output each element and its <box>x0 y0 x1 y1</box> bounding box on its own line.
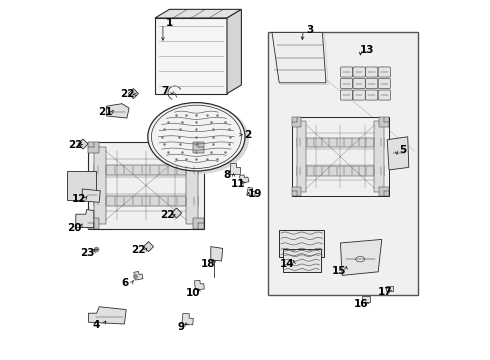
Text: 22: 22 <box>120 89 134 99</box>
FancyBboxPatch shape <box>353 90 365 100</box>
Text: 4: 4 <box>93 320 100 330</box>
Text: 23: 23 <box>80 248 95 258</box>
Bar <box>94 165 198 175</box>
Text: 12: 12 <box>72 194 86 204</box>
FancyBboxPatch shape <box>378 78 391 89</box>
Bar <box>296 166 384 176</box>
Text: 20: 20 <box>67 222 81 233</box>
Polygon shape <box>106 104 129 118</box>
Text: 11: 11 <box>231 179 245 189</box>
Text: 17: 17 <box>377 287 392 297</box>
Text: 22: 22 <box>131 245 146 255</box>
Polygon shape <box>144 242 153 252</box>
Polygon shape <box>172 208 182 218</box>
FancyBboxPatch shape <box>292 117 301 126</box>
Bar <box>296 121 306 192</box>
Polygon shape <box>239 175 249 184</box>
Polygon shape <box>272 32 326 83</box>
Polygon shape <box>341 239 382 275</box>
Polygon shape <box>230 163 240 174</box>
Text: 15: 15 <box>332 266 346 276</box>
Text: 9: 9 <box>177 322 184 332</box>
FancyBboxPatch shape <box>353 67 365 77</box>
Text: 8: 8 <box>223 170 231 180</box>
Bar <box>94 196 198 206</box>
Text: 6: 6 <box>122 278 129 288</box>
Bar <box>88 142 204 229</box>
Text: 3: 3 <box>306 25 314 35</box>
FancyBboxPatch shape <box>341 78 353 89</box>
Polygon shape <box>283 249 321 272</box>
Polygon shape <box>247 187 255 197</box>
FancyBboxPatch shape <box>193 142 204 153</box>
Bar <box>94 147 106 224</box>
Polygon shape <box>67 171 96 200</box>
Polygon shape <box>82 189 100 202</box>
FancyBboxPatch shape <box>341 90 353 100</box>
FancyBboxPatch shape <box>341 67 353 77</box>
FancyBboxPatch shape <box>378 67 391 77</box>
Ellipse shape <box>148 103 245 171</box>
Polygon shape <box>155 18 227 94</box>
Text: 13: 13 <box>360 45 375 55</box>
FancyBboxPatch shape <box>88 142 99 153</box>
Text: 7: 7 <box>161 86 169 96</box>
Text: 1: 1 <box>166 18 173 28</box>
Text: 18: 18 <box>201 258 216 269</box>
FancyBboxPatch shape <box>366 67 378 77</box>
Bar <box>296 138 384 147</box>
FancyBboxPatch shape <box>193 218 204 229</box>
Polygon shape <box>227 9 242 94</box>
Bar <box>186 147 198 224</box>
Polygon shape <box>155 9 242 18</box>
FancyBboxPatch shape <box>379 187 389 196</box>
Text: 10: 10 <box>186 288 200 298</box>
Polygon shape <box>76 210 94 228</box>
Polygon shape <box>134 271 143 280</box>
FancyBboxPatch shape <box>366 78 378 89</box>
Polygon shape <box>211 247 222 261</box>
Polygon shape <box>128 89 139 99</box>
Polygon shape <box>182 313 194 325</box>
Polygon shape <box>387 137 409 170</box>
Text: 14: 14 <box>280 258 295 269</box>
Polygon shape <box>78 139 88 149</box>
FancyBboxPatch shape <box>353 78 365 89</box>
Text: 19: 19 <box>248 189 262 199</box>
Text: 16: 16 <box>354 299 368 309</box>
FancyBboxPatch shape <box>292 187 301 196</box>
Polygon shape <box>279 230 324 257</box>
FancyBboxPatch shape <box>378 90 391 100</box>
Text: 5: 5 <box>399 145 406 156</box>
Text: 2: 2 <box>244 130 251 140</box>
Bar <box>374 121 384 192</box>
Text: 22: 22 <box>160 210 175 220</box>
Polygon shape <box>195 280 204 290</box>
Bar <box>269 32 418 295</box>
Text: 22: 22 <box>68 140 82 150</box>
Bar <box>362 296 370 302</box>
FancyBboxPatch shape <box>88 218 99 229</box>
Bar <box>292 117 389 196</box>
Text: 21: 21 <box>98 107 113 117</box>
Bar <box>386 286 392 291</box>
FancyBboxPatch shape <box>379 117 389 126</box>
Ellipse shape <box>149 104 249 174</box>
Polygon shape <box>88 307 126 324</box>
FancyBboxPatch shape <box>366 90 378 100</box>
